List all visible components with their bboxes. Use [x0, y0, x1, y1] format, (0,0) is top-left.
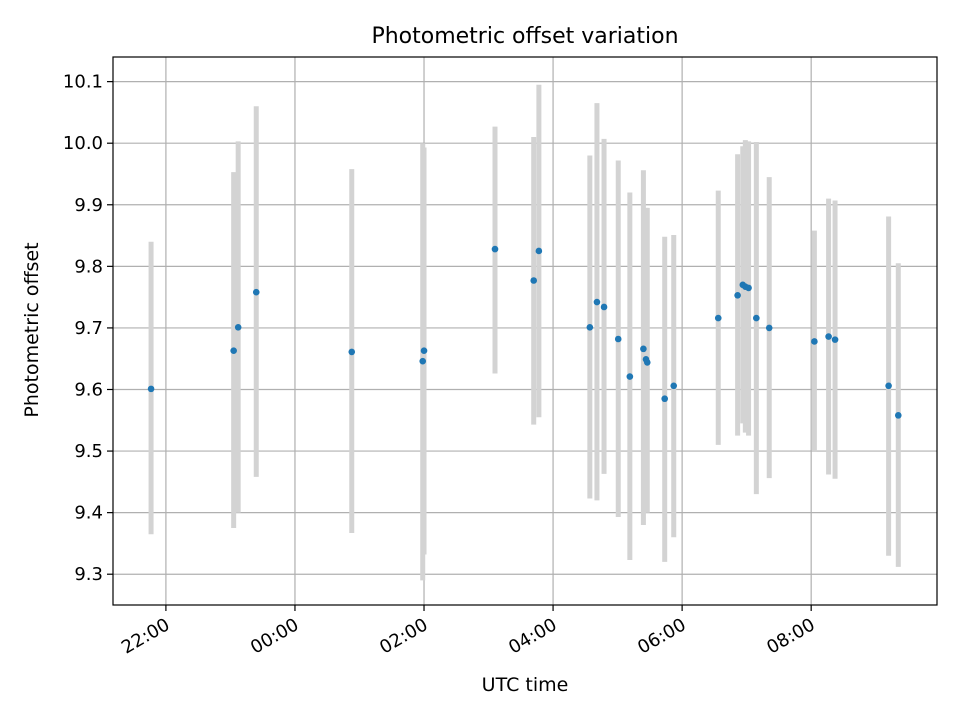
data-point	[831, 336, 839, 343]
data-point	[491, 245, 499, 253]
data-point	[252, 288, 260, 296]
data-point	[530, 277, 538, 284]
data-point	[234, 324, 242, 331]
data-points	[147, 245, 902, 419]
y-tick-label: 9.9	[74, 195, 103, 216]
y-axis: 9.3 9.4 9.5 9.6 9.7 9.8 9.9 10.0 10.1	[63, 72, 113, 585]
y-tick-label: 9.6	[74, 379, 103, 400]
data-point	[811, 338, 818, 345]
data-point	[670, 382, 678, 390]
data-point	[230, 347, 237, 355]
y-tick-label: 10.0	[63, 133, 103, 154]
y-tick-label: 9.3	[74, 564, 103, 585]
data-point	[586, 324, 594, 331]
y-axis-title: Photometric offset	[21, 242, 43, 417]
data-point	[600, 303, 608, 311]
y-tick-label: 9.7	[74, 318, 103, 339]
data-point	[745, 284, 752, 292]
y-tick-label: 9.5	[74, 441, 103, 462]
data-point	[640, 345, 647, 353]
data-point	[885, 382, 892, 390]
chart-title: Photometric offset variation	[371, 24, 678, 49]
data-point	[626, 373, 634, 380]
data-point	[734, 291, 741, 299]
y-tick-label: 10.1	[63, 72, 103, 93]
data-point	[593, 298, 601, 306]
data-point	[753, 314, 760, 322]
data-point	[420, 347, 428, 355]
data-point	[419, 357, 427, 365]
data-point	[614, 335, 622, 343]
y-tick-label: 9.4	[74, 503, 103, 524]
data-point	[661, 395, 668, 403]
x-axis-title: UTC time	[482, 674, 569, 696]
data-point	[894, 412, 902, 419]
data-point	[765, 324, 773, 332]
data-point	[643, 359, 651, 366]
data-point	[714, 314, 722, 322]
data-point	[147, 385, 155, 393]
data-point	[825, 333, 832, 340]
y-tick-label: 9.8	[74, 256, 103, 277]
data-point	[348, 348, 356, 356]
data-point	[535, 247, 543, 255]
plot-area-frame	[112, 56, 938, 606]
